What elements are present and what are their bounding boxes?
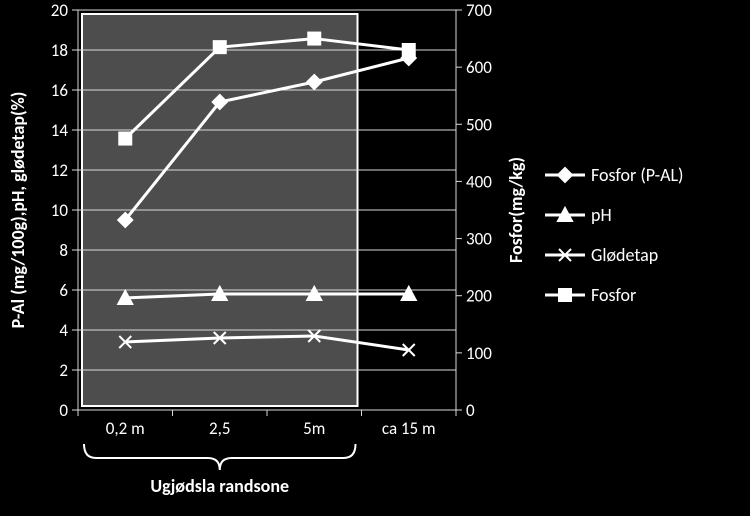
y2-tick-label: 300 — [466, 229, 492, 250]
chart-svg: 0246810121416182001002003004005006007000… — [0, 0, 750, 516]
marker-square — [214, 41, 226, 53]
legend-label: Fosfor (P-AL) — [591, 164, 684, 186]
marker-square — [119, 133, 131, 145]
y1-tick-label: 8 — [59, 240, 68, 261]
y1-tick-label: 20 — [51, 0, 69, 21]
y2-tick-label: 200 — [466, 286, 492, 307]
y2-tick-label: 0 — [466, 400, 475, 421]
y1-axis-title: P-Al (mg/100g),pH, glødetap(%) — [7, 92, 29, 329]
y1-tick-label: 0 — [59, 400, 68, 421]
category-label: 5m — [303, 418, 325, 439]
legend-label: Glødetap — [591, 244, 658, 266]
marker-diamond — [558, 168, 572, 182]
y1-tick-label: 6 — [59, 280, 68, 301]
y2-axis-title: Fosfor(mg/kg) — [505, 157, 527, 263]
marker-square — [403, 44, 415, 56]
category-label: ca 15 m — [382, 418, 436, 439]
y2-tick-label: 100 — [466, 343, 492, 364]
legend-label: pH — [591, 204, 612, 226]
zone-label: Ugjødsla randsone — [150, 475, 289, 497]
y1-tick-label: 16 — [51, 80, 69, 101]
y1-tick-label: 18 — [51, 40, 68, 61]
y2-tick-label: 500 — [466, 114, 492, 135]
y2-tick-label: 600 — [466, 57, 492, 78]
legend-label: Fosfor — [591, 284, 636, 306]
y1-tick-label: 10 — [51, 200, 69, 221]
y2-tick-label: 400 — [466, 171, 492, 192]
y1-tick-label: 2 — [59, 360, 68, 381]
marker-square — [559, 289, 571, 301]
category-label: 0,2 m — [106, 418, 145, 439]
zone-brace — [84, 444, 356, 470]
category-label: 2,5 — [209, 418, 230, 439]
legend: Fosfor (P-AL) pH Glødetap Fosfor — [545, 164, 684, 306]
marker-square — [308, 33, 320, 45]
y2-tick-label: 700 — [466, 0, 492, 21]
y1-tick-label: 12 — [51, 160, 68, 181]
y1-tick-label: 14 — [51, 120, 69, 141]
y1-tick-label: 4 — [59, 320, 68, 341]
chart-container: 0246810121416182001002003004005006007000… — [0, 0, 750, 516]
